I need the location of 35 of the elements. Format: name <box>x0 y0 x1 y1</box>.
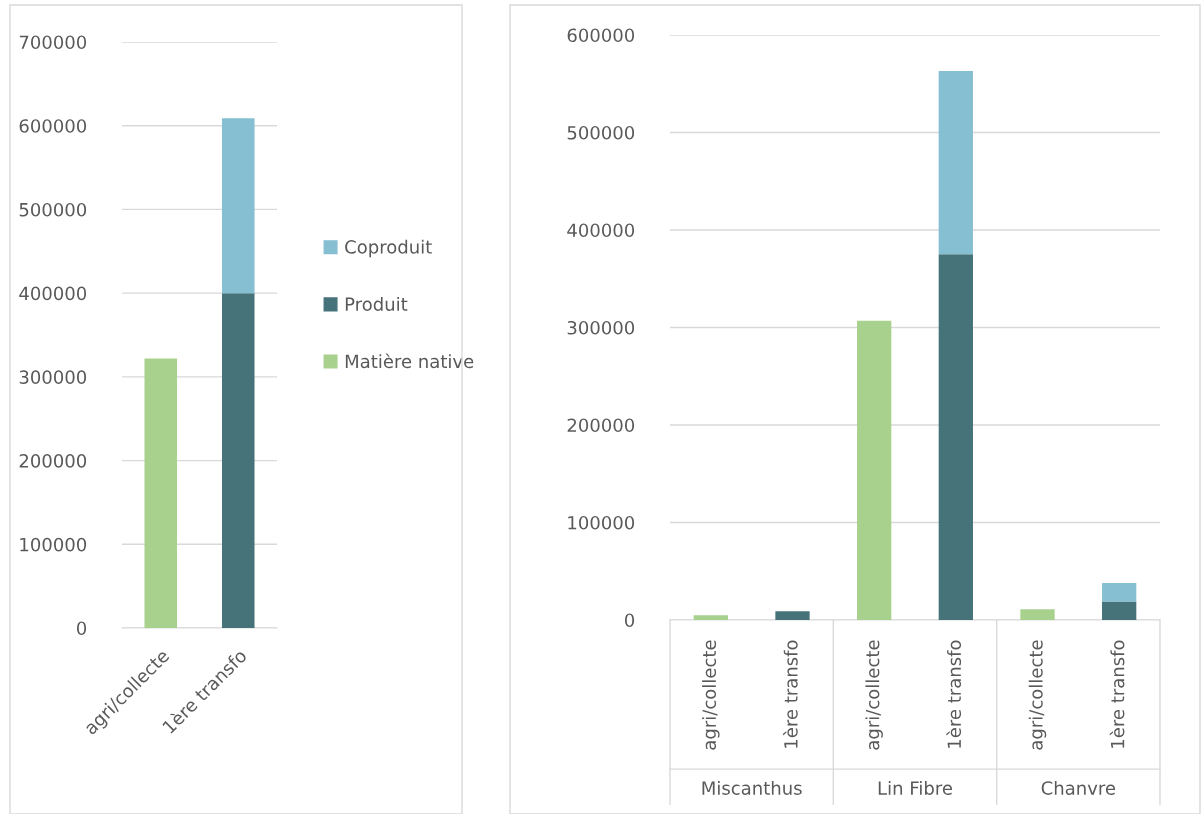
x-tick-label: 1ère transfo <box>1109 640 1125 748</box>
bar <box>938 254 973 620</box>
x-tick-label: 1ère transfo <box>783 640 798 748</box>
bar <box>693 615 728 620</box>
y-tick-label: 300000 <box>567 320 635 335</box>
y-tick-label: 500000 <box>19 202 87 217</box>
y-tick-label: 100000 <box>568 515 635 530</box>
y-tick-label: 700000 <box>19 35 87 50</box>
bar <box>775 611 810 620</box>
legend-label: Produit <box>345 296 408 311</box>
y-tick-label: 300000 <box>19 370 87 384</box>
bar <box>1020 609 1055 620</box>
x-tick-label: agri/collecte <box>702 640 720 750</box>
y-tick-label: 400000 <box>19 286 87 301</box>
y-tick-label: 200000 <box>567 418 635 433</box>
y-tick-label: 0 <box>624 613 635 628</box>
text: Lin Fibre <box>878 780 953 795</box>
bar <box>857 320 892 620</box>
text: Chanvre <box>1041 780 1116 795</box>
y-tick-label: 100000 <box>20 537 87 552</box>
y-tick-label: 400000 <box>567 223 635 238</box>
legend-label: Coproduit <box>345 239 432 258</box>
bar <box>1102 601 1137 620</box>
y-tick-label: 500000 <box>567 125 635 140</box>
text: Miscanthus <box>702 780 802 795</box>
bar <box>938 71 973 255</box>
y-tick-label: 600000 <box>567 28 635 43</box>
y-tick-label: 600000 <box>19 119 87 133</box>
bar <box>1102 582 1137 602</box>
x-tick-label: 1ère transfo <box>946 640 962 748</box>
x-tick-label: agri/collecte <box>865 640 883 750</box>
y-tick-label: 0 <box>76 621 87 636</box>
legend-label: Matière native <box>345 353 474 369</box>
x-tick-label: agri/collecte <box>1028 640 1047 750</box>
y-tick-label: 200000 <box>19 454 87 468</box>
